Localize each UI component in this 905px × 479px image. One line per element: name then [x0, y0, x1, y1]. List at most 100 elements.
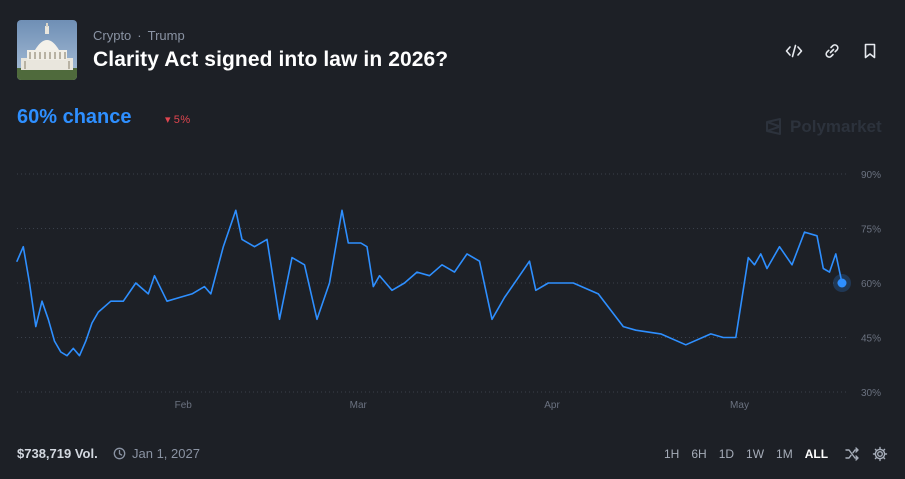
data-point — [204, 286, 206, 288]
data-point — [85, 340, 87, 342]
data-point — [91, 322, 93, 324]
data-point — [279, 318, 281, 320]
data-point — [710, 333, 712, 335]
data-point — [110, 300, 112, 302]
data-point — [304, 264, 306, 266]
series-line — [16, 209, 843, 357]
data-point — [466, 253, 468, 255]
range-1m-button[interactable]: 1M — [776, 447, 793, 461]
data-point — [835, 253, 837, 255]
chance-delta: ▾ 5% — [165, 113, 191, 126]
data-point — [379, 275, 381, 277]
data-point — [154, 275, 156, 277]
end-date-value: Jan 1, 2027 — [132, 446, 200, 461]
data-point — [804, 231, 806, 233]
embed-code-icon[interactable] — [783, 40, 805, 62]
data-point — [660, 333, 662, 335]
data-point — [491, 318, 493, 320]
data-point — [135, 282, 137, 284]
data-point — [360, 242, 362, 244]
breadcrumb: Crypto · Trump — [93, 28, 185, 43]
breadcrumb-item-crypto[interactable]: Crypto — [93, 28, 132, 43]
data-point — [735, 337, 737, 339]
data-point — [266, 238, 268, 240]
range-1w-button[interactable]: 1W — [746, 447, 765, 461]
data-point — [79, 355, 81, 357]
data-point — [429, 275, 431, 277]
data-point — [354, 242, 356, 244]
link-icon[interactable] — [821, 40, 843, 62]
range-all-button[interactable]: ALL — [804, 447, 829, 461]
y-tick-label: 90% — [861, 170, 881, 181]
down-arrow-icon: ▾ — [165, 114, 172, 126]
range-1h-button[interactable]: 1H — [664, 447, 680, 461]
chance-delta-value: 5% — [173, 114, 191, 126]
bookmark-icon[interactable] — [859, 40, 881, 62]
data-point — [222, 246, 224, 248]
data-point — [535, 289, 537, 291]
data-point — [622, 326, 624, 328]
data-point — [341, 209, 343, 211]
data-point — [191, 293, 193, 295]
data-point — [366, 246, 368, 248]
data-point — [822, 268, 824, 270]
range-1d-button[interactable]: 1D — [718, 447, 735, 461]
chart-grid — [17, 173, 848, 393]
volume-label: $738,719 Vol. — [17, 446, 98, 461]
data-point — [779, 246, 781, 248]
data-point — [441, 264, 443, 266]
data-point — [47, 318, 49, 320]
data-point — [516, 278, 518, 280]
data-point — [747, 257, 749, 259]
data-point — [347, 242, 349, 244]
y-axis-labels: 90% 75% 60% 45% 30% — [861, 170, 881, 399]
clock-icon — [113, 447, 126, 460]
data-point — [122, 300, 124, 302]
data-point — [41, 300, 43, 302]
breadcrumb-item-trump[interactable]: Trump — [147, 28, 185, 43]
brand-watermark: Polymarket — [764, 117, 882, 137]
settings-gear-icon[interactable] — [872, 446, 888, 462]
data-point — [72, 347, 74, 349]
market-thumbnail — [17, 20, 77, 80]
data-point — [391, 289, 393, 291]
data-point — [572, 282, 574, 284]
data-point — [16, 260, 18, 262]
data-point — [829, 271, 831, 273]
shuffle-icon[interactable] — [844, 446, 860, 462]
data-point — [29, 282, 31, 284]
data-point — [547, 282, 549, 284]
y-tick-label: 60% — [861, 279, 881, 290]
data-point — [60, 351, 62, 353]
x-tick-label: Mar — [350, 400, 368, 411]
data-point — [766, 268, 768, 270]
capitol-building-image — [17, 20, 77, 80]
data-point — [147, 293, 149, 295]
data-point — [529, 260, 531, 262]
data-point — [504, 297, 506, 299]
range-6h-button[interactable]: 6H — [691, 447, 707, 461]
data-point — [66, 355, 68, 357]
data-point — [35, 326, 37, 328]
data-point — [635, 329, 637, 331]
data-point — [372, 286, 374, 288]
price-chart[interactable]: 90% 75% 60% 45% 30% Feb Mar Apr May — [0, 150, 905, 420]
data-point — [754, 264, 756, 266]
x-tick-label: May — [730, 400, 749, 411]
data-point — [210, 293, 212, 295]
x-tick-label: Feb — [175, 400, 193, 411]
y-tick-label: 75% — [861, 225, 881, 236]
data-point — [722, 337, 724, 339]
end-date: Jan 1, 2027 — [113, 446, 200, 461]
data-point — [291, 257, 293, 259]
data-point — [416, 271, 418, 273]
brand-name: Polymarket — [790, 117, 882, 136]
polymarket-logo-icon — [766, 118, 781, 135]
data-point — [597, 293, 599, 295]
header-actions — [783, 40, 881, 62]
data-point — [54, 340, 56, 342]
y-tick-label: 45% — [861, 334, 881, 345]
breadcrumb-separator: · — [137, 28, 142, 43]
data-point — [791, 264, 793, 266]
data-point — [241, 238, 243, 240]
